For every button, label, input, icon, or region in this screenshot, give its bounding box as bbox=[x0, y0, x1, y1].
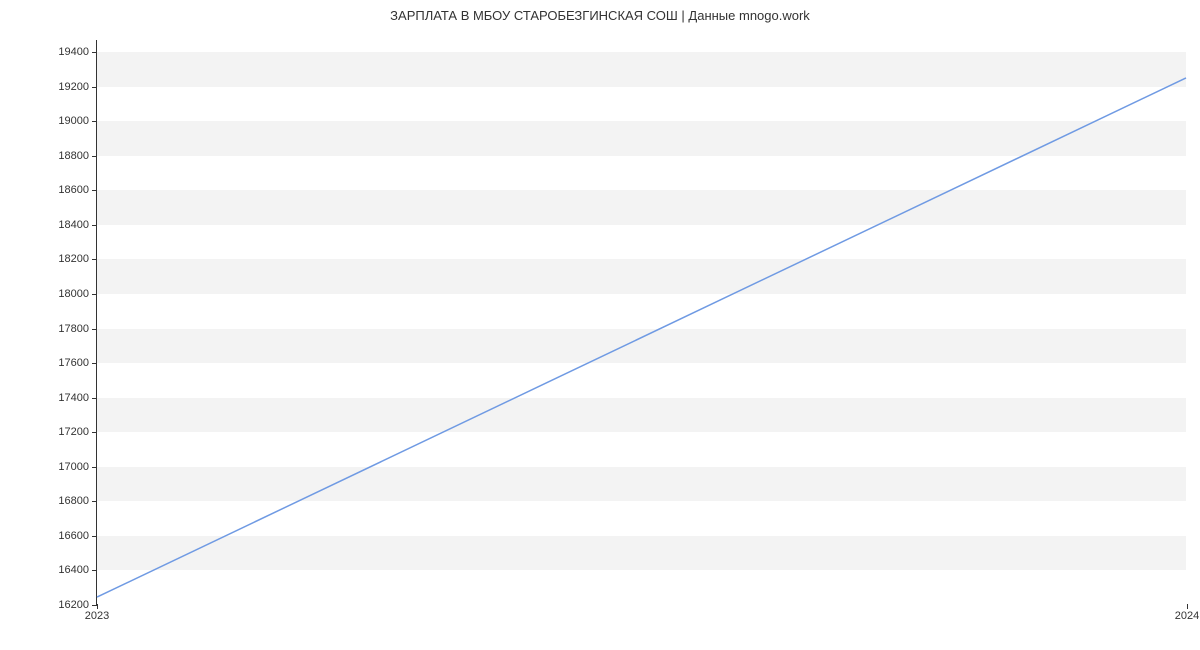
y-tick-mark bbox=[92, 52, 97, 53]
chart-line-layer bbox=[97, 40, 1186, 604]
y-tick-mark bbox=[92, 225, 97, 226]
y-tick-mark bbox=[92, 570, 97, 571]
series-line bbox=[97, 78, 1186, 597]
y-tick-mark bbox=[92, 294, 97, 295]
chart-title: ЗАРПЛАТА В МБОУ СТАРОБЕЗГИНСКАЯ СОШ | Да… bbox=[0, 8, 1200, 23]
y-tick-mark bbox=[92, 536, 97, 537]
plot-area: 1620016400166001680017000172001740017600… bbox=[96, 40, 1186, 605]
y-tick-mark bbox=[92, 87, 97, 88]
y-tick-mark bbox=[92, 190, 97, 191]
y-tick-mark bbox=[92, 501, 97, 502]
y-tick-mark bbox=[92, 363, 97, 364]
y-tick-mark bbox=[92, 329, 97, 330]
x-tick-mark bbox=[1187, 604, 1188, 609]
x-tick-mark bbox=[97, 604, 98, 609]
y-tick-mark bbox=[92, 259, 97, 260]
y-tick-mark bbox=[92, 467, 97, 468]
y-tick-mark bbox=[92, 121, 97, 122]
y-tick-mark bbox=[92, 432, 97, 433]
y-tick-mark bbox=[92, 156, 97, 157]
y-tick-mark bbox=[92, 398, 97, 399]
